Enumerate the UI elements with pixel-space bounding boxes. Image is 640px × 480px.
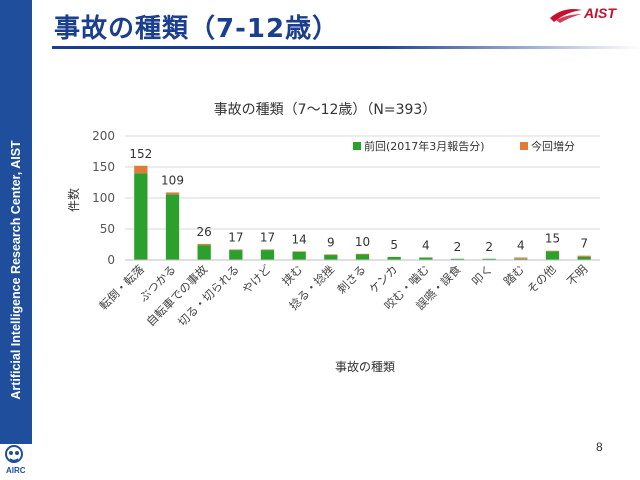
bars — [134, 165, 591, 260]
bar-previous — [260, 250, 275, 260]
airc-logo: AIRC — [0, 444, 34, 480]
bar-previous — [387, 256, 401, 260]
y-tick-label: 200 — [92, 129, 115, 143]
bar-previous — [134, 173, 148, 260]
bar-total-label: 4 — [422, 239, 430, 253]
x-tick-label: やけど — [239, 262, 274, 297]
bar-previous — [292, 251, 306, 260]
bar-total-label: 152 — [129, 147, 152, 161]
bar-previous — [545, 251, 560, 260]
bar-previous — [355, 254, 370, 260]
bar-current — [514, 257, 528, 259]
x-tick-label: 刺さる — [334, 262, 368, 296]
bar-total-label: 17 — [228, 230, 243, 244]
bar-current — [134, 165, 148, 174]
bar-previous — [450, 258, 465, 260]
bar-previous — [577, 256, 591, 260]
legend-swatch-current — [520, 142, 528, 150]
bar-current — [229, 249, 243, 251]
bar-previous — [165, 194, 180, 260]
bar-current — [165, 192, 180, 195]
legend-label-previous: 前回(2017年3月報告分) — [364, 139, 485, 153]
legend: 前回(2017年3月報告分) 今回増分 — [353, 139, 575, 153]
bar-previous — [514, 258, 528, 260]
y-axis: 0 50 100 150 200 — [92, 129, 115, 267]
bar-current — [545, 250, 560, 252]
bar-total-label: 14 — [292, 232, 307, 246]
title-underline — [52, 46, 640, 49]
aist-logo: AIST — [548, 4, 638, 26]
bar-total-label: 26 — [197, 225, 212, 239]
y-axis-title: 件数 — [66, 188, 81, 212]
y-tick-label: 50 — [100, 222, 115, 236]
legend-label-current: 今回増分 — [531, 139, 575, 153]
bar-previous — [229, 250, 243, 260]
x-tick-label: 挟む — [279, 262, 305, 288]
bar-total-label: 17 — [260, 230, 275, 244]
sidebar: Artificial Intelligence Research Center,… — [0, 0, 32, 480]
data-labels: 152 109 26 17 17 14 9 10 5 4 2 2 4 15 7 — [129, 147, 588, 254]
organization-label: Artificial Intelligence Research Center,… — [9, 140, 23, 400]
bar-current — [324, 254, 338, 256]
bar-total-label: 9 — [327, 235, 335, 249]
bar-total-label: 10 — [355, 235, 370, 249]
bar-total-label: 2 — [454, 240, 462, 254]
bar-current — [355, 253, 370, 255]
legend-swatch-previous — [353, 142, 361, 150]
y-tick-label: 100 — [92, 191, 115, 205]
x-tick-label: 踏む — [501, 262, 527, 288]
bar-previous — [324, 255, 338, 260]
bar-previous — [197, 245, 211, 260]
bar-current — [197, 243, 211, 246]
bar-current — [577, 255, 591, 257]
bar-total-label: 2 — [485, 240, 493, 254]
aist-swoosh-icon — [550, 9, 582, 23]
bar-total-label: 7 — [580, 237, 588, 251]
bar-total-label: 109 — [161, 173, 184, 187]
slide-title: 事故の種類（7-12歳） — [54, 14, 340, 44]
bar-total-label: 5 — [390, 238, 398, 252]
bar-current — [260, 249, 275, 251]
y-tick-label: 0 — [107, 253, 115, 267]
x-axis-title: 事故の種類 — [335, 359, 395, 374]
aist-logo-text: AIST — [584, 5, 616, 21]
x-tick-label: 不明 — [564, 262, 590, 288]
bar-previous — [482, 258, 496, 260]
x-tick-label: その他 — [524, 262, 559, 297]
accident-type-chart: 152 109 26 17 17 14 9 10 5 4 2 2 4 15 7 転倒・転落ぶつかる自転車での… — [66, 102, 600, 374]
airc-mascot-icon — [5, 445, 23, 463]
airc-logo-text: AIRC — [6, 466, 26, 475]
x-tick-label: 叩く — [469, 262, 495, 288]
bar-total-label: 4 — [517, 239, 525, 253]
page-number: 8 — [596, 440, 603, 454]
x-tick-label: 転倒・転落 — [96, 262, 147, 313]
bar-previous — [419, 257, 433, 260]
y-tick-label: 150 — [92, 160, 115, 174]
chart-title: 事故の種類（7〜12歳）（N=393） — [214, 102, 437, 118]
bar-current — [292, 251, 306, 252]
bar-total-label: 15 — [545, 232, 560, 246]
